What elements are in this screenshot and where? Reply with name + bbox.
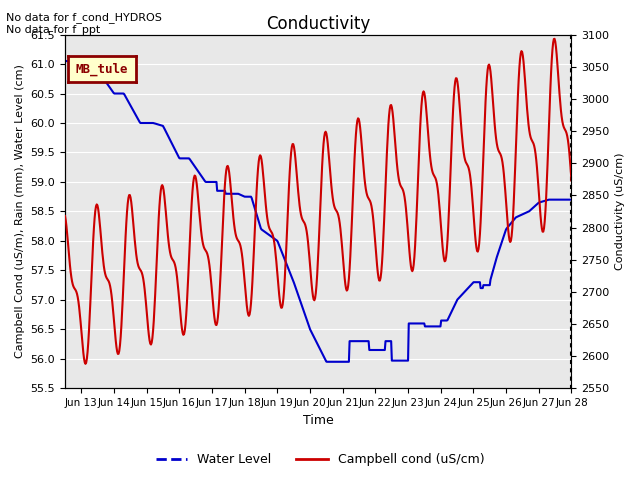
X-axis label: Time: Time [303, 414, 333, 427]
Text: No data for f_cond_HYDROS: No data for f_cond_HYDROS [6, 12, 163, 23]
Legend: Water Level, Campbell cond (uS/cm): Water Level, Campbell cond (uS/cm) [151, 448, 489, 471]
Title: Conductivity: Conductivity [266, 15, 371, 33]
Y-axis label: Campbell Cond (uS/m), Rain (mm), Water Level (cm): Campbell Cond (uS/m), Rain (mm), Water L… [15, 64, 25, 359]
Text: No data for f_ppt: No data for f_ppt [6, 24, 100, 35]
Y-axis label: Conductivity (uS/cm): Conductivity (uS/cm) [615, 153, 625, 270]
